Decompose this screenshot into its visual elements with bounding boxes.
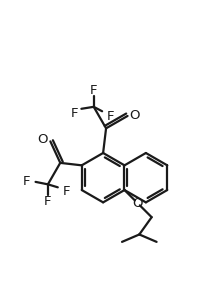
Text: O: O	[129, 109, 140, 123]
Text: F: F	[106, 110, 114, 123]
Text: F: F	[71, 107, 78, 120]
Text: O: O	[37, 133, 48, 146]
Text: O: O	[133, 197, 143, 210]
Text: F: F	[23, 175, 30, 188]
Text: F: F	[90, 84, 97, 97]
Text: F: F	[44, 195, 52, 208]
Text: F: F	[63, 185, 70, 198]
